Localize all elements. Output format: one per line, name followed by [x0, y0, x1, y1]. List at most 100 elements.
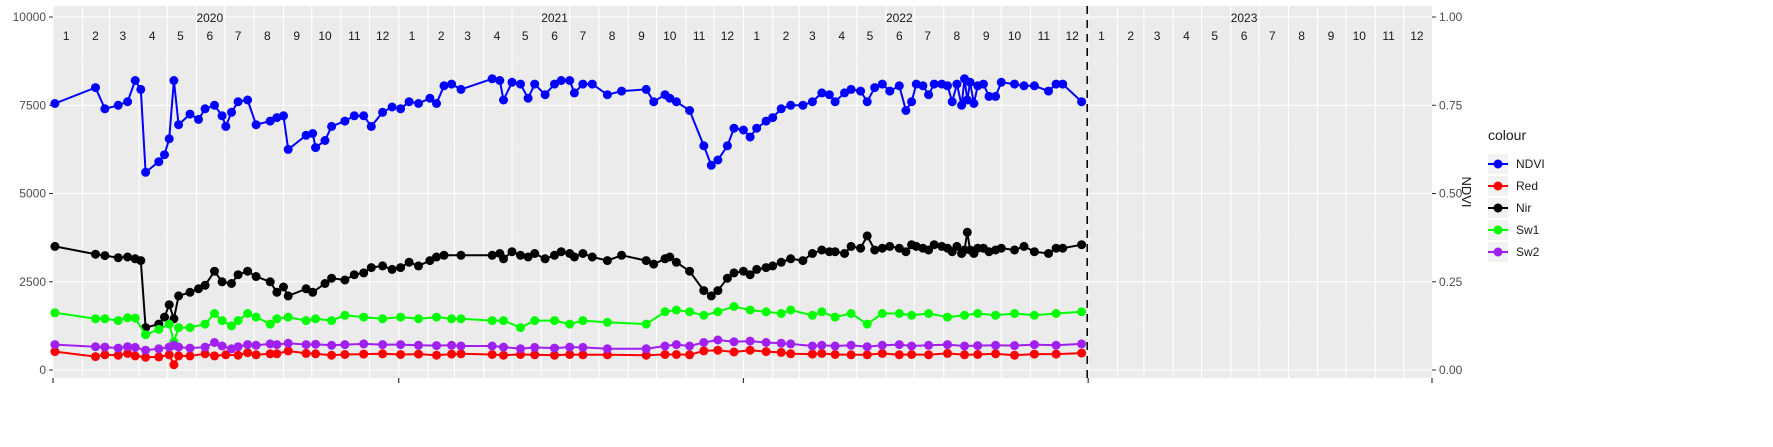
data-point-nir [830, 247, 840, 257]
data-point-sw2 [243, 340, 253, 350]
data-point-sw1 [396, 312, 406, 322]
year-label: 2021 [541, 11, 568, 25]
data-point-ndvi [194, 114, 203, 124]
data-point-nir [174, 291, 184, 301]
data-point-ndvi [425, 93, 435, 103]
data-point-sw2 [578, 342, 588, 352]
data-point-red [327, 350, 337, 360]
data-point-ndvi [578, 79, 588, 89]
data-point-nir [243, 266, 253, 276]
data-point-ndvi [706, 160, 716, 170]
data-point-ndvi [947, 97, 957, 107]
series-red [50, 345, 1087, 370]
data-point-sw1 [123, 313, 133, 323]
data-point-nir [996, 243, 1006, 253]
data-point-sw1 [807, 310, 817, 320]
data-point-red [943, 348, 952, 358]
data-point-sw2 [130, 342, 140, 352]
left-tick-label: 2500 [19, 275, 46, 289]
data-point-red [396, 350, 406, 359]
data-point-sw1 [130, 313, 140, 323]
month-label: 6 [896, 29, 903, 43]
data-point-sw2 [786, 339, 796, 349]
data-point-red [973, 350, 983, 359]
data-point-sw1 [1077, 307, 1087, 317]
data-point-red [414, 349, 423, 359]
month-label: 3 [1154, 29, 1161, 43]
data-point-nir [359, 268, 369, 278]
data-point-red [729, 347, 739, 357]
data-point-sw1 [301, 316, 311, 326]
data-point-red [447, 349, 457, 359]
data-point-nir [817, 245, 827, 255]
month-label: 8 [1298, 29, 1305, 43]
data-point-sw2 [602, 344, 612, 354]
data-point-nir [671, 257, 681, 267]
data-point-ndvi [776, 104, 786, 114]
data-point-ndvi [856, 86, 866, 96]
data-point-sw1 [217, 316, 227, 326]
data-point-red [233, 350, 243, 360]
month-label: 7 [924, 29, 931, 43]
data-point-nir [523, 252, 533, 262]
data-point-nir [283, 291, 293, 301]
data-point-ndvi [396, 104, 406, 114]
legend-title: colour [1488, 127, 1526, 143]
data-point-red [123, 348, 133, 358]
data-point-nir [136, 256, 146, 266]
data-point-sw2 [251, 340, 261, 350]
data-point-ndvi [665, 93, 675, 103]
data-point-sw2 [432, 341, 441, 351]
legend-item-sw1: Sw1 [1488, 220, 1540, 240]
data-point-sw1 [200, 319, 210, 329]
data-point-red [991, 349, 1001, 359]
data-point-nir [738, 266, 748, 276]
data-point-sw1 [1010, 309, 1019, 318]
data-point-ndvi [283, 144, 293, 154]
data-point-sw1 [943, 312, 952, 322]
data-point-red [340, 350, 350, 359]
month-label: 1 [753, 29, 760, 43]
data-point-nir [265, 277, 275, 287]
data-point-sw2 [699, 338, 709, 347]
data-point-red [113, 350, 123, 360]
data-point-sw1 [786, 305, 796, 315]
month-label: 11 [1038, 29, 1051, 43]
data-point-red [221, 350, 231, 360]
data-point-sw1 [862, 319, 872, 329]
data-point-sw1 [699, 310, 709, 320]
data-point-sw2 [91, 342, 100, 352]
data-point-sw2 [301, 340, 311, 350]
left-tick-label: 5000 [19, 187, 46, 201]
data-point-nir [301, 284, 311, 294]
data-point-ndvi [978, 79, 988, 89]
data-point-nir [685, 266, 695, 276]
legend-key-point [1493, 159, 1503, 169]
data-point-ndvi [308, 129, 318, 138]
data-point-sw1 [456, 314, 466, 324]
data-point-red [846, 350, 856, 360]
data-point-sw2 [516, 344, 525, 354]
data-point-red [251, 350, 261, 360]
data-point-ndvi [1010, 79, 1019, 89]
legend-key-point [1493, 225, 1503, 235]
data-point-sw1 [164, 319, 174, 329]
data-point-ndvi [233, 97, 243, 107]
data-point-sw1 [154, 324, 164, 334]
month-label: 9 [638, 29, 645, 43]
data-point-sw2 [217, 341, 227, 351]
data-point-nir [272, 287, 282, 297]
data-point-sw1 [671, 305, 681, 315]
data-point-nir [924, 245, 934, 255]
data-point-ndvi [91, 83, 100, 93]
data-point-red [530, 350, 540, 360]
data-point-nir [550, 250, 559, 260]
data-point-sw1 [359, 312, 369, 322]
data-point-sw1 [251, 312, 261, 322]
data-point-sw2 [113, 343, 123, 353]
data-point-sw2 [283, 338, 293, 348]
data-point-sw2 [1029, 340, 1039, 350]
data-point-sw2 [894, 340, 904, 350]
